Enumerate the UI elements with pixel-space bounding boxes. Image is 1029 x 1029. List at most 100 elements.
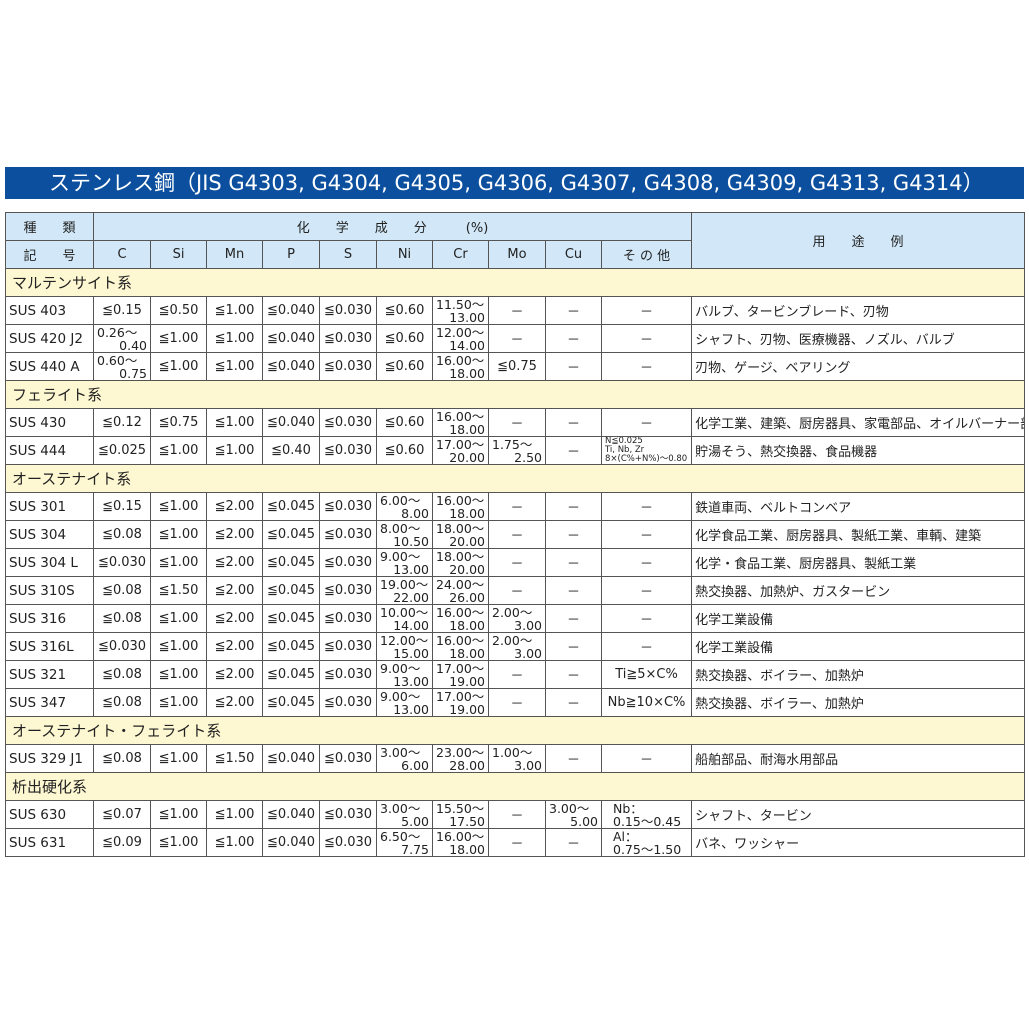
cell-line: 2.50 — [514, 449, 542, 465]
composition-cell: － — [600, 604, 693, 633]
composition-cell: ≦2.00 — [206, 548, 263, 577]
cell-line: 13.00 — [449, 309, 485, 325]
composition-cell: N≦0.025 Ti, Nb, Zr 8×(C%+N%)～0.80 — [600, 436, 693, 465]
composition-cell: ≦0.030 — [93, 632, 151, 661]
table-row: SUS 444 ≦0.025 ≦1.00 ≦1.00 ≦0.40 ≦0.030 ≦0.60 1… — [5, 436, 1025, 465]
usage-cell: シャフト、タービン — [691, 800, 1025, 829]
chem-header: 化 学 成 分 (%) — [92, 212, 693, 241]
composition-cell: ≦0.60 — [376, 408, 433, 437]
table-row: SUS 403 ≦0.15 ≦0.50 ≦1.00 ≦0.040 ≦0.030 ≦0.60 1… — [5, 296, 1025, 325]
stainless-steel-table: 種 類 化 学 成 分 (%) 用 途 例 記 号 C Si Mn P S Ni Cr Mo C… — [5, 212, 1025, 857]
composition-cell: － — [488, 520, 546, 549]
composition-cell: － — [545, 324, 602, 353]
composition-cell: ≦0.040 — [262, 744, 320, 773]
composition-cell: ≦0.08 — [93, 660, 151, 689]
composition-cell: 12.00～ 15.00 — [376, 632, 433, 661]
cell-line: 9.00～ — [380, 660, 421, 676]
cell-line: 10.50 — [393, 533, 429, 549]
composition-cell: ≦0.030 — [319, 632, 377, 661]
composition-cell: ≦0.15 — [93, 296, 151, 325]
composition-cell: ≦1.00 — [150, 800, 207, 829]
composition-cell: ≦0.08 — [93, 576, 151, 605]
composition-cell: ≦0.045 — [262, 576, 320, 605]
composition-cell: － — [545, 408, 602, 437]
usage-cell: 貯湯そう、熱交換器、食品機器 — [691, 436, 1025, 465]
composition-cell: ≦0.040 — [262, 408, 320, 437]
composition-cell: ≦1.00 — [150, 436, 207, 465]
table-row: SUS 631 ≦0.09 ≦1.00 ≦1.00 ≦0.040 ≦0.030 6.50～ 7… — [5, 828, 1025, 857]
composition-cell: 8.00～ 10.50 — [376, 520, 433, 549]
usage-cell: 船舶部品、耐海水用部品 — [691, 744, 1025, 773]
cell-line: Ti, Nb, Zr — [605, 445, 645, 455]
usage-cell: 化学・食品工業、厨房器具、製紙工業 — [691, 548, 1025, 577]
composition-cell: ≦1.00 — [150, 492, 207, 521]
composition-cell: ≦1.00 — [206, 828, 263, 857]
composition-cell: 2.00～ 3.00 — [488, 632, 546, 661]
column-header: Si — [150, 240, 207, 269]
composition-cell: － — [545, 520, 602, 549]
cell-line: 6.00～ — [380, 492, 421, 508]
cell-line: 3.00 — [514, 757, 542, 773]
category-row: フェライト系 — [5, 380, 1025, 409]
composition-cell: 9.00～ 13.00 — [376, 688, 433, 717]
composition-cell: 23.00～ 28.00 — [432, 744, 489, 773]
composition-cell: ≦0.030 — [319, 828, 377, 857]
cell-line: 5.00 — [570, 813, 598, 829]
cell-line: Nb： — [613, 800, 643, 816]
usage-cell: 化学食品工業、厨房器具、製紙工業、車輌、建築 — [691, 520, 1025, 549]
usage-cell: バネ、ワッシャー — [691, 828, 1025, 857]
composition-cell: ≦0.60 — [376, 296, 433, 325]
composition-cell: － — [600, 296, 693, 325]
composition-cell: － — [488, 492, 546, 521]
composition-cell: ≦0.030 — [319, 660, 377, 689]
composition-cell: Ti≧5×C% — [600, 660, 693, 689]
cell-line: 0.75～1.50 — [613, 841, 682, 857]
composition-cell: ≦0.50 — [150, 296, 207, 325]
grade-code: SUS 316 — [5, 604, 94, 633]
composition-cell: ≦0.030 — [319, 688, 377, 717]
composition-cell: 10.00～ 14.00 — [376, 604, 433, 633]
composition-cell: － — [545, 828, 602, 857]
composition-cell: Al： 0.75～1.50 — [600, 828, 693, 857]
cell-line: 0.60～ — [97, 352, 138, 368]
cell-line: 16.00～ — [436, 604, 485, 620]
composition-cell: － — [600, 744, 693, 773]
cell-line: 28.00 — [449, 757, 485, 773]
composition-cell: ≦1.00 — [150, 352, 207, 381]
column-header: Ni — [376, 240, 433, 269]
composition-cell: 16.00～ 18.00 — [432, 408, 489, 437]
composition-cell: － — [600, 352, 693, 381]
grade-code: SUS 310S — [5, 576, 94, 605]
cell-line: 5.00 — [401, 813, 429, 829]
cell-line: 18.00 — [449, 841, 485, 857]
cell-line: 3.00 — [514, 617, 542, 633]
usage-cell: 熱交換器、ボイラー、加熱炉 — [691, 660, 1025, 689]
grade-code: SUS 440 A — [5, 352, 94, 381]
composition-cell: ≦1.00 — [150, 688, 207, 717]
composition-cell: ≦1.00 — [206, 296, 263, 325]
table-row: SUS 420 J2 0.26～ 0.40 ≦1.00 ≦1.00 ≦0.040 ≦0.03… — [5, 324, 1025, 353]
grade-code: SUS 301 — [5, 492, 94, 521]
table-row: SUS 316 ≦0.08 ≦1.00 ≦2.00 ≦0.045 ≦0.030 10.00～… — [5, 604, 1025, 633]
composition-cell: ≦1.00 — [150, 828, 207, 857]
composition-cell: ≦0.040 — [262, 828, 320, 857]
composition-cell: 15.50～ 17.50 — [432, 800, 489, 829]
composition-cell: ≦0.75 — [488, 352, 546, 381]
composition-cell: ≦0.08 — [93, 688, 151, 717]
composition-cell: ≦2.00 — [206, 604, 263, 633]
cell-line: 3.00～ — [380, 800, 421, 816]
composition-cell: 17.00～ 19.00 — [432, 688, 489, 717]
usage-cell: シャフト、刃物、医療機器、ノズル、バルブ — [691, 324, 1025, 353]
composition-cell: ≦0.030 — [319, 576, 377, 605]
composition-cell: 3.00～ 6.00 — [376, 744, 433, 773]
grade-code: SUS 430 — [5, 408, 94, 437]
cell-line: 11.50～ — [436, 296, 485, 312]
category-row: マルテンサイト系 — [5, 268, 1025, 297]
grade-code: SUS 631 — [5, 828, 94, 857]
category-row: 析出硬化系 — [5, 772, 1025, 801]
composition-cell: ≦1.00 — [150, 604, 207, 633]
composition-cell: ≦0.08 — [93, 744, 151, 773]
composition-cell: － — [545, 576, 602, 605]
composition-cell: － — [600, 408, 693, 437]
column-header: Mn — [206, 240, 263, 269]
